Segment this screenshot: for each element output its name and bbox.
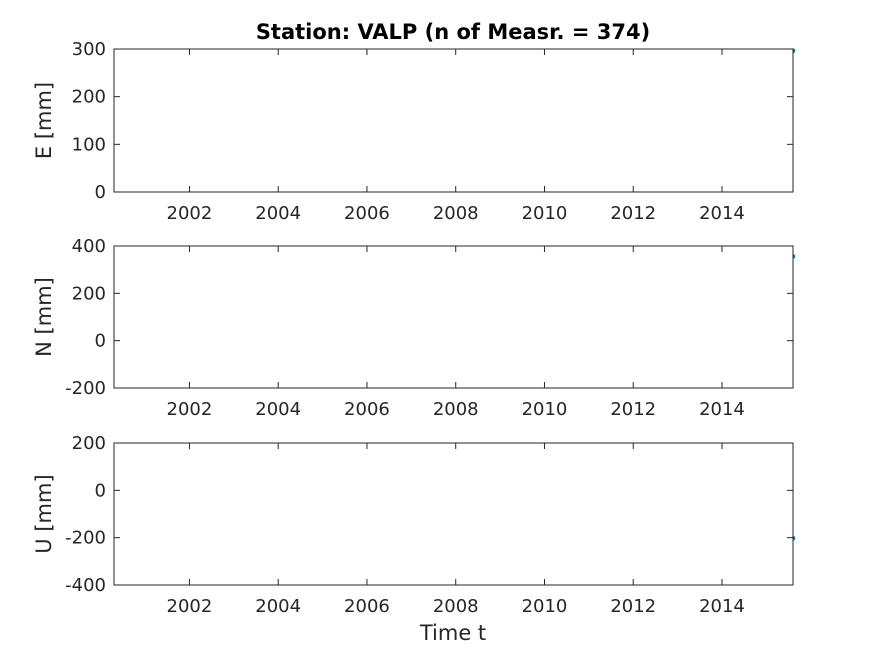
x-tick-label: 2006	[344, 399, 390, 420]
subplot-e: 2002 2004 2006 2008 2010 2012 2014 0 100 200 300 E …	[32, 39, 796, 224]
x-tick-label: 2004	[255, 399, 301, 420]
y-axis-label-n: N [mm]	[32, 277, 56, 357]
y-tick-label: 400	[72, 236, 106, 257]
x-tick-label: 2006	[344, 596, 390, 617]
x-tick-label: 2010	[522, 203, 568, 224]
x-tick-label: 2008	[433, 596, 479, 617]
x-tick-label: 2004	[255, 596, 301, 617]
x-tick-label: 2010	[522, 399, 568, 420]
x-tick-label: 2002	[167, 203, 213, 224]
x-tick-label: 2002	[167, 399, 213, 420]
y-tick-label: 0	[95, 331, 106, 352]
y-tick-label: -200	[65, 528, 106, 549]
y-tick-label: 300	[72, 39, 106, 60]
y-tick-label: -200	[65, 378, 106, 399]
y-tick-label: 0	[95, 480, 106, 501]
axes-frame	[113, 442, 794, 586]
axes-frame	[113, 48, 794, 193]
x-tick-label: 2002	[167, 596, 213, 617]
y-axis-label-u: U [mm]	[32, 474, 56, 553]
x-tick-label: 2008	[433, 399, 479, 420]
y-tick-label: 200	[72, 87, 106, 108]
subplots: 2002 2004 2006 2008 2010 2012 2014 0 100 200 300 E …	[32, 39, 796, 617]
x-tick-label: 2004	[255, 203, 301, 224]
x-tick-label: 2012	[610, 596, 656, 617]
y-axis-label-e: E [mm]	[32, 82, 56, 159]
x-axis-label: Time t	[419, 621, 486, 645]
x-tick-label: 2014	[699, 399, 745, 420]
x-tick-label: 2010	[522, 596, 568, 617]
x-tick-label: 2008	[433, 203, 479, 224]
y-tick-label: 200	[72, 283, 106, 304]
y-tick-label: 100	[72, 134, 106, 155]
chart-title: Station: VALP (n of Measr. = 374)	[256, 20, 650, 44]
x-tick-label: 2012	[610, 203, 656, 224]
x-tick-label: 2014	[699, 203, 745, 224]
y-tick-label: 200	[72, 433, 106, 454]
y-tick-label: 0	[95, 182, 106, 203]
y-tick-label: -400	[65, 575, 106, 596]
x-tick-label: 2006	[344, 203, 390, 224]
axes-frame	[113, 245, 794, 389]
x-tick-label: 2012	[610, 399, 656, 420]
subplot-n: 2002 2004 2006 2008 2010 2012 2014 -200 0 200 400 N…	[32, 236, 796, 420]
x-tick-label: 2014	[699, 596, 745, 617]
subplot-u: 2002 2004 2006 2008 2010 2012 2014 -400 -200 0 200…	[32, 433, 796, 617]
